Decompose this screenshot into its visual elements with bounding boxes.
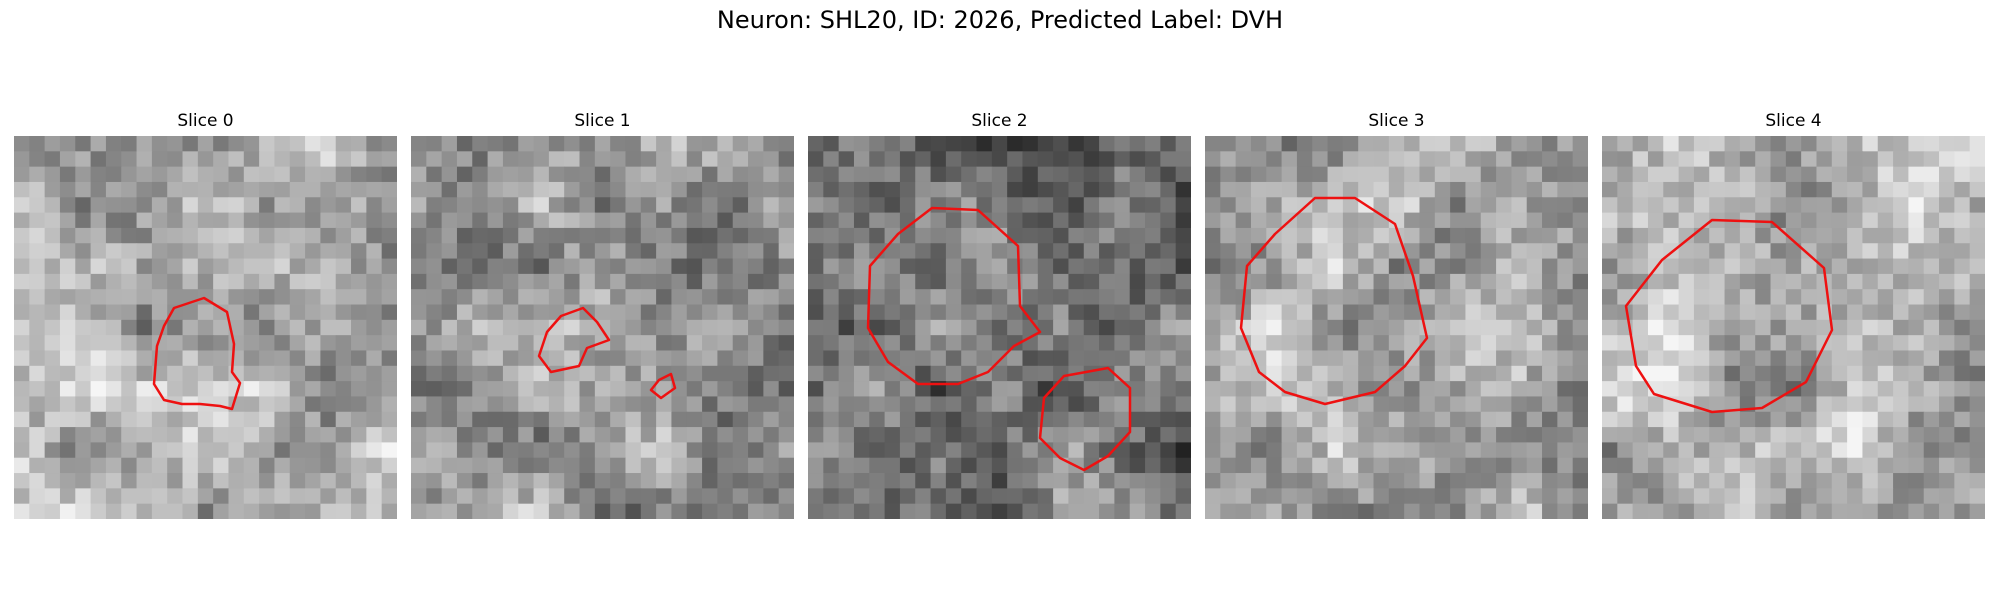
panel-title: Slice 1: [574, 111, 631, 131]
panel-title: Slice 0: [177, 111, 234, 131]
neuron-contour: [1624, 218, 1834, 414]
microscopy-image: [1205, 136, 1588, 519]
slice-2-svg: [808, 136, 1191, 519]
neuron-contour: [1239, 196, 1429, 406]
panel-title: Slice 3: [1368, 111, 1425, 131]
panel-slice-0: Slice 0: [14, 108, 397, 519]
microscopy-image: [1602, 136, 1985, 519]
neuron-contour: [649, 372, 677, 400]
panel-slice-3: Slice 3: [1205, 108, 1588, 519]
panel-slice-4: Slice 4: [1602, 108, 1985, 519]
figure-title: Neuron: SHL20, ID: 2026, Predicted Label…: [716, 6, 1284, 34]
microscopy-image: [14, 136, 397, 519]
panel-slice-1: Slice 1: [411, 108, 794, 519]
neuron-contour: [152, 296, 242, 411]
neuron-contour: [866, 206, 1042, 386]
slice-4-svg: [1602, 136, 1985, 519]
slice-0-svg: [14, 136, 397, 519]
panel-title: Slice 4: [1765, 111, 1822, 131]
panel-title: Slice 2: [971, 111, 1028, 131]
slice-1-svg: [411, 136, 794, 519]
panel-slice-2: Slice 2: [808, 108, 1191, 519]
neuron-contour: [1038, 366, 1132, 472]
neuron-contour: [537, 306, 611, 374]
slice-3-svg: [1205, 136, 1588, 519]
microscopy-image: [411, 136, 794, 519]
microscopy-image: [808, 136, 1191, 519]
